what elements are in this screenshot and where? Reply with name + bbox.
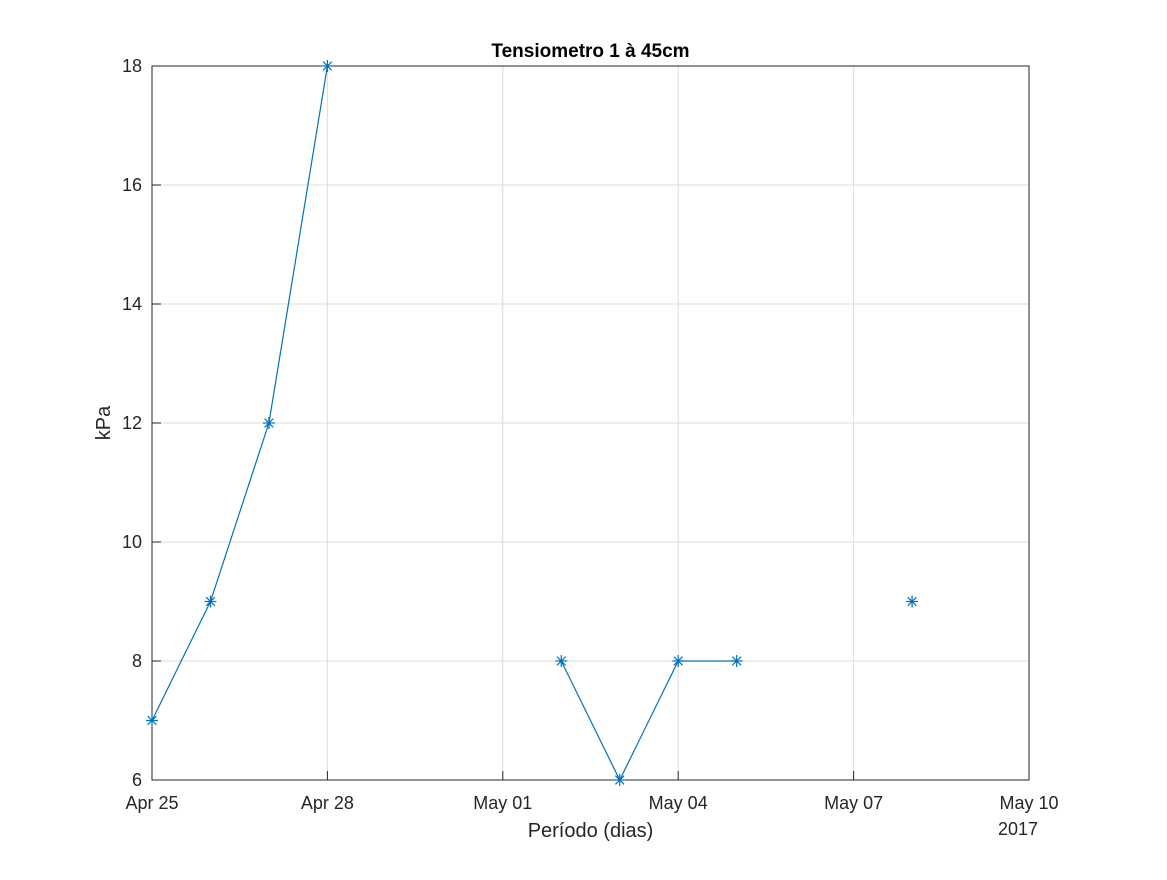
data-point-marker <box>613 774 626 786</box>
x-tick-label: May 10 <box>999 793 1058 813</box>
data-point-marker <box>262 417 275 429</box>
y-tick-label: 18 <box>122 56 142 76</box>
series-line-segment <box>151 65 328 721</box>
data-point-marker <box>555 655 568 667</box>
data-point-marker <box>730 655 743 667</box>
chart-title: Tensiometro 1 à 45cm <box>491 41 689 62</box>
ticks: Apr 25 Apr 28 May 01 May 04 May 07 May 10 6 8 10… <box>122 56 1059 813</box>
x-tick-label: May 04 <box>649 793 708 813</box>
data-point-marker <box>204 595 217 608</box>
data-point-marker <box>906 595 919 608</box>
y-tick-label: 6 <box>132 770 142 790</box>
x-axis-label: Período (dias) <box>528 820 654 842</box>
x-tick-label: May 07 <box>824 793 883 813</box>
data-point-marker <box>672 655 685 667</box>
y-tick-label: 12 <box>122 413 142 433</box>
x-tick-label: Apr 25 <box>125 793 178 813</box>
y-tick-label: 16 <box>122 175 142 195</box>
y-tick-label: 14 <box>122 294 142 314</box>
series-line-segment <box>560 660 737 782</box>
data-point-marker <box>146 714 158 727</box>
y-tick-label: 10 <box>122 532 142 552</box>
x-tick-label: Apr 28 <box>301 793 354 813</box>
x-axis-year-label: 2017 <box>998 819 1038 839</box>
series <box>146 60 919 786</box>
data-point-marker <box>321 60 334 72</box>
y-tick-label: 8 <box>132 651 142 671</box>
y-axis-label: kPa <box>93 405 115 440</box>
x-tick-label: May 01 <box>473 793 532 813</box>
